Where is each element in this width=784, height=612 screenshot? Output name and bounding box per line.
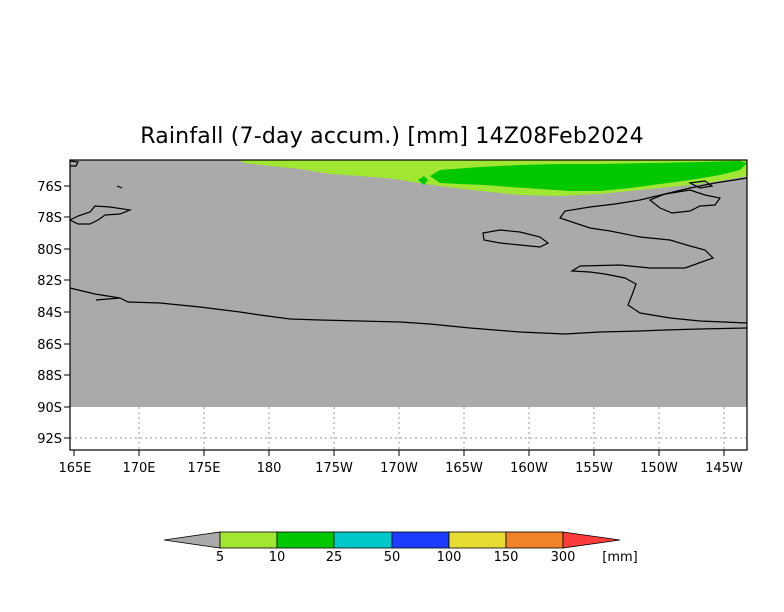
- lat-label: 82S: [37, 274, 62, 289]
- colorbar-level-label: 100: [437, 550, 462, 565]
- colorbar-bin: [391, 531, 450, 549]
- lon-label: 165E: [58, 461, 91, 476]
- moderate-rain-patch: [418, 176, 428, 185]
- lon-label: 175W: [315, 461, 353, 476]
- colorbar-level-label: 150: [494, 550, 519, 565]
- grid-lines: [70, 407, 747, 450]
- coastline-island-west: [68, 205, 133, 225]
- lon-label: 180: [257, 461, 282, 476]
- coastline-cape: [95, 297, 121, 301]
- colorbar-level-label: 10: [269, 550, 286, 565]
- lat-labels: 76S 78S 80S 82S 84S 86S 88S 90S 92S: [37, 180, 62, 447]
- colorbar-below-arrow: [163, 531, 221, 549]
- lon-label: 160W: [510, 461, 548, 476]
- colorbar-bin: [333, 531, 393, 549]
- coastline-island: [482, 229, 550, 248]
- lat-label: 86S: [37, 338, 62, 353]
- lat-label: 76S: [37, 180, 62, 195]
- colorbar-bin: [219, 531, 278, 549]
- coastlines: [68, 160, 748, 335]
- colorbar: 5 10 25 50 100 150 300 [mm]: [163, 531, 638, 565]
- lat-label: 90S: [37, 401, 62, 416]
- coastline-main: [69, 287, 748, 335]
- lon-label: 170W: [380, 461, 418, 476]
- coastline-islands-east: [648, 189, 722, 214]
- lon-label: 170E: [122, 461, 155, 476]
- colorbar-above-arrow: [562, 531, 621, 549]
- moderate-rain-band: [430, 161, 747, 191]
- lat-label: 88S: [37, 369, 62, 384]
- colorbar-level-label: 5: [216, 550, 224, 565]
- axis-ticks: [64, 185, 725, 456]
- map-frame: [69, 159, 748, 451]
- lon-label: 165W: [445, 461, 483, 476]
- colorbar-bin: [276, 531, 335, 549]
- lon-label: 145W: [705, 461, 743, 476]
- lat-label: 84S: [37, 306, 62, 321]
- colorbar-bin: [448, 531, 507, 549]
- lat-label: 80S: [37, 243, 62, 258]
- colorbar-bin: [505, 531, 564, 549]
- lon-label: 155W: [575, 461, 613, 476]
- colorbar-level-label: 25: [326, 550, 343, 565]
- coastline-islet: [116, 185, 123, 189]
- lon-label: 175E: [187, 461, 220, 476]
- colorbar-unit-label: [mm]: [602, 550, 637, 565]
- lat-label: 92S: [37, 432, 62, 447]
- lon-labels: 165E 170E 175E 180 175W 170W 165W 160W 1…: [58, 461, 742, 476]
- lon-label: 150W: [640, 461, 678, 476]
- colorbar-level-label: 300: [551, 550, 576, 565]
- coastline-coast-top: [69, 160, 79, 167]
- lat-label: 78S: [37, 211, 62, 226]
- map-title: Rainfall (7-day accum.) [mm] 14Z08Feb202…: [140, 124, 644, 149]
- no-rain-field: [70, 160, 747, 407]
- colorbar-level-label: 50: [384, 550, 401, 565]
- coastline-islands-east-2: [687, 180, 714, 189]
- coastline-shelf: [559, 177, 748, 324]
